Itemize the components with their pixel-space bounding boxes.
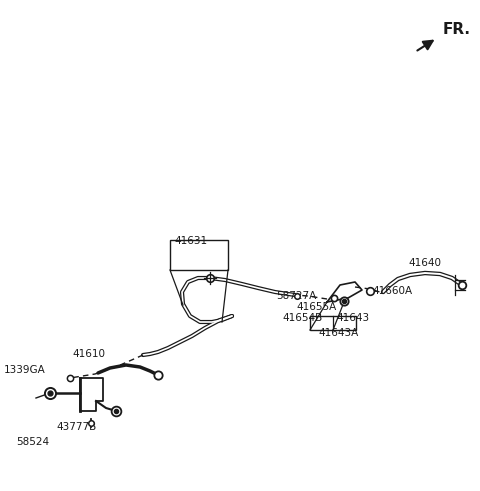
- Text: 41640: 41640: [408, 258, 441, 268]
- Text: 41655A: 41655A: [296, 302, 336, 312]
- Text: 1339GA: 1339GA: [4, 365, 46, 375]
- Text: 41643: 41643: [336, 313, 369, 323]
- Text: 41660A: 41660A: [372, 286, 412, 296]
- Text: 41654B: 41654B: [282, 313, 322, 323]
- Text: 41631: 41631: [174, 236, 207, 246]
- Bar: [310, 316, 356, 330]
- Text: FR.: FR.: [443, 22, 471, 37]
- Bar: [170, 240, 228, 270]
- Text: 43777B: 43777B: [56, 422, 96, 432]
- Text: 41610: 41610: [72, 349, 105, 359]
- Text: 58524: 58524: [16, 437, 49, 447]
- Text: 58727A: 58727A: [276, 291, 316, 301]
- Text: 41643A: 41643A: [318, 328, 358, 338]
